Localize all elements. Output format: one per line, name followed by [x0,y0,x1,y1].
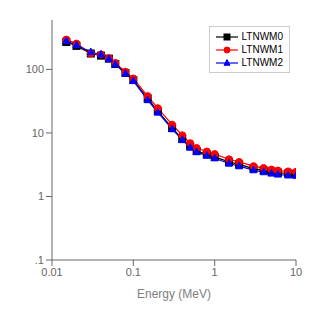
svg-text:100: 100 [26,63,44,75]
svg-text:0.1: 0.1 [126,266,141,278]
svg-text:1: 1 [212,266,218,278]
svg-text:10: 10 [32,127,44,139]
svg-text:10: 10 [290,266,302,278]
svg-text:0.01: 0.01 [41,266,62,278]
html-text:LTNWM0: LTNWM0 [241,31,283,42]
html-text:LTNWM2: LTNWM2 [241,57,283,68]
svg-text:Energy (MeV): Energy (MeV) [137,287,211,301]
html-text:LTNWM1: LTNWM1 [241,44,283,55]
svg-text:.1: .1 [35,254,44,266]
svg-text:1: 1 [38,190,44,202]
